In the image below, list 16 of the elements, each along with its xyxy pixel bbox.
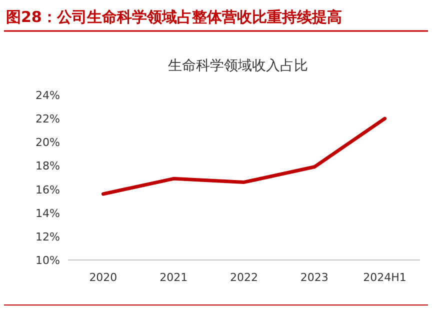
y-tick-label: 18% [36, 160, 60, 173]
y-tick-label: 20% [36, 136, 60, 150]
y-tick-label: 16% [36, 183, 60, 196]
x-tick-label: 2024H1 [363, 271, 406, 284]
y-tick-label: 10% [36, 254, 60, 267]
y-tick-label: 14% [36, 206, 60, 220]
x-tick-label: 2021 [160, 271, 188, 284]
x-tick-label: 2023 [300, 271, 328, 284]
line-series [101, 116, 387, 196]
x-tick-label: 2022 [230, 271, 258, 284]
chart-title: 图28：公司生命科学领域占整体营收比重持续提高 [6, 8, 342, 26]
y-tick-label: 12% [36, 230, 60, 244]
y-tick-label: 22% [36, 112, 60, 126]
chart-subtitle: 生命科学领域收入占比 [168, 58, 308, 74]
x-tick-label: 2020 [89, 271, 118, 284]
y-tick-label: 24% [36, 89, 60, 102]
